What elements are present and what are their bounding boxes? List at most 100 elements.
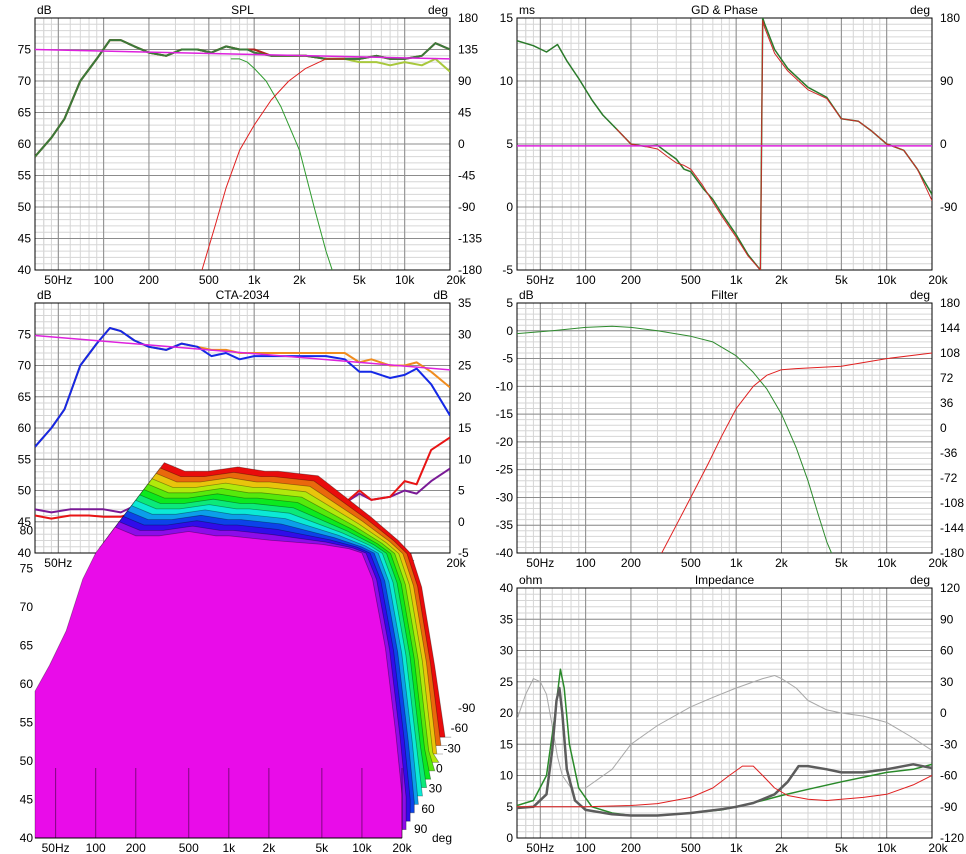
chart-filter: 50Hz 100 200 500 1k 2k 5k 10k 20k-40-35-30-25-20… [496, 288, 965, 570]
x-tick-label: 500 [681, 273, 701, 287]
y2-tick-label: 120 [940, 581, 960, 595]
y-tick-label: 65 [18, 106, 32, 120]
y-tick-label: 55 [20, 716, 34, 730]
y2-tick-label: 10 [458, 452, 472, 466]
series-line-1 [517, 325, 832, 553]
y-tick-label: 10 [500, 769, 514, 783]
y-tick-label: -25 [496, 463, 514, 477]
x-tick-label: 10k [395, 273, 415, 287]
y-tick-label: 5 [506, 800, 513, 814]
angle-tick-label: 30 [429, 782, 443, 796]
y2-tick-label: -5 [458, 546, 469, 560]
x-tick-label: 20k [392, 841, 412, 854]
x-tick-label: 50Hz [44, 556, 72, 570]
left-unit-label: ms [519, 3, 535, 17]
chart-title: Impedance [695, 573, 755, 587]
x-tick-label: 5k [353, 273, 367, 287]
x-tick-label: 1k [222, 841, 236, 854]
chart-title: SPL [231, 3, 254, 17]
x-tick-label: 100 [94, 273, 114, 287]
x-tick-label: 2k [293, 273, 307, 287]
directivity-layer [34, 526, 403, 839]
y2-tick-label: 0 [940, 706, 947, 720]
y2-tick-label: 5 [458, 484, 465, 498]
left-unit-label: dB [519, 288, 534, 302]
y-tick-label: 20 [500, 706, 514, 720]
x-tick-label: 10k [352, 841, 372, 854]
series-line-4 [230, 58, 333, 270]
x-tick-label: 20k [446, 273, 466, 287]
y2-tick-label: -36 [940, 446, 958, 460]
y-tick-label: 70 [20, 600, 34, 614]
chart-title: Filter [711, 288, 738, 302]
y-tick-label: 65 [20, 639, 34, 653]
y-tick-label: 25 [500, 675, 514, 689]
y-tick-label: 0 [506, 324, 513, 338]
y-tick-label: 10 [500, 74, 514, 88]
x-tick-label: 100 [576, 273, 596, 287]
x-tick-label: 1k [730, 841, 744, 854]
angle-tick-label: -60 [451, 721, 469, 735]
y-tick-label: 50 [18, 200, 32, 214]
angle-tick-label: 0 [436, 762, 443, 776]
y2-tick-label: 60 [940, 644, 954, 658]
series-line-2 [517, 668, 932, 817]
left-unit-label: dB [37, 288, 52, 302]
series-line-6 [35, 48, 450, 60]
y-tick-label: 40 [18, 263, 32, 277]
y2-tick-label: 45 [458, 106, 472, 120]
y2-tick-label: -135 [458, 232, 482, 246]
y2-tick-label: 180 [940, 11, 960, 25]
y-tick-label: 75 [18, 43, 32, 57]
x-tick-label: 200 [621, 556, 641, 570]
x-tick-label: 5k [316, 841, 330, 854]
y-tick-label: 30 [500, 644, 514, 658]
y-tick-label: 45 [18, 515, 32, 529]
y2-tick-label: 0 [940, 137, 947, 151]
chart-directivity: Directivity (ver, pos front)dB50Hz100200… [20, 462, 476, 854]
right-unit-label: dB [433, 288, 448, 302]
y-tick-label: -30 [496, 490, 514, 504]
plot-frame [516, 17, 933, 271]
series-line-1 [517, 675, 932, 789]
series-group [517, 668, 932, 817]
x-tick-label: 2k [263, 841, 277, 854]
x-tick-label: 500 [199, 273, 219, 287]
y-tick-label: 65 [18, 390, 32, 404]
y2-tick-label: 108 [940, 346, 960, 360]
x-tick-label: 50Hz [44, 273, 72, 287]
x-tick-label: 10k [877, 273, 897, 287]
x-tick-label: 10k [877, 556, 897, 570]
y2-tick-label: -60 [940, 769, 958, 783]
y-tick-label: 0 [506, 831, 513, 845]
x-tick-label: 2k [775, 273, 789, 287]
series-line-5 [201, 58, 345, 270]
series-line-3 [517, 686, 932, 817]
x-tick-label: 50Hz [526, 556, 554, 570]
x-tick-label: 50Hz [526, 273, 554, 287]
series-group [35, 39, 450, 270]
x-tick-label: 1k [730, 273, 744, 287]
y2-tick-label: -120 [940, 831, 964, 845]
angle-tick-label: 90 [414, 822, 428, 836]
plot-frame [34, 17, 451, 271]
y2-tick-label: 90 [940, 612, 954, 626]
y-tick-label: 60 [20, 677, 34, 691]
x-tick-label: 500 [681, 556, 701, 570]
x-tick-label: 20k [446, 556, 466, 570]
y2-tick-label: 72 [940, 371, 954, 385]
y-tick-label: -35 [496, 518, 514, 532]
y2-tick-label: 35 [458, 296, 472, 310]
x-tick-label: 5k [835, 841, 849, 854]
y2-tick-label: -30 [940, 737, 958, 751]
y-tick-label: 60 [18, 421, 32, 435]
y-tick-label: 35 [500, 612, 514, 626]
x-tick-label: 500 [681, 841, 701, 854]
y-tick-label: 55 [18, 452, 32, 466]
x-tick-label: 20k [928, 273, 948, 287]
x-tick-label: 20k [928, 556, 948, 570]
y2-tick-label: 0 [940, 421, 947, 435]
y-tick-label: 80 [20, 523, 34, 537]
y2-tick-label: 30 [458, 327, 472, 341]
